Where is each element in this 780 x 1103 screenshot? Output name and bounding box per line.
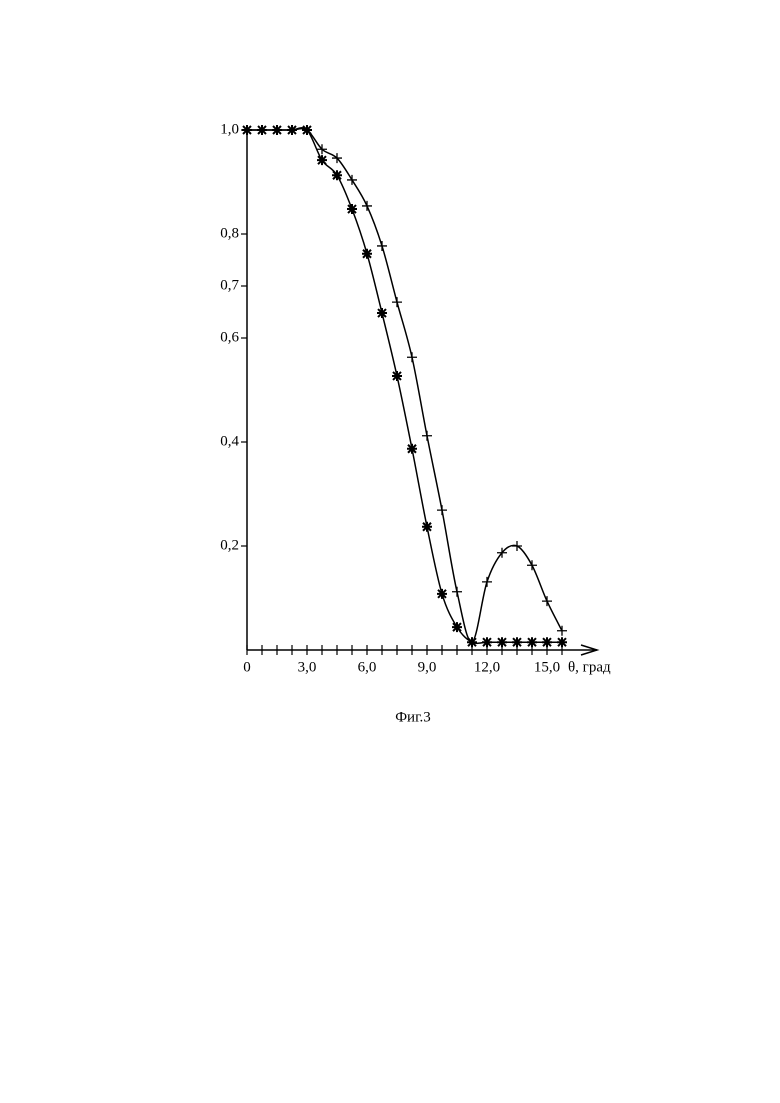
y-tick-label: 0,4 [220, 433, 239, 449]
chart: Фиг.3 θ, град 1,0 0,8 0,7 0,6 0,4 0,2 0 3,0 6,0 9… [0, 0, 780, 1103]
x-tick-label: 0 [243, 659, 251, 675]
x-tick-label: 12,0 [474, 659, 500, 675]
x-axis-label: θ, град [568, 659, 611, 675]
point-marker [512, 637, 522, 647]
x-tick-label: 6,0 [358, 659, 377, 675]
caption: Фиг.3 [395, 709, 431, 725]
y-tick-label: 0,8 [220, 225, 239, 241]
point-marker [362, 249, 372, 259]
y-tick-label: 1,0 [220, 121, 239, 137]
point-marker [407, 444, 417, 454]
point-marker [482, 637, 492, 647]
point-marker [332, 170, 342, 180]
point-marker [437, 589, 447, 599]
x-tick-label: 15,0 [534, 659, 560, 675]
y-tick-label: 0,2 [220, 537, 239, 553]
point-marker [557, 637, 567, 647]
background [0, 0, 780, 1103]
point-marker [452, 622, 462, 632]
y-tick-label: 0,7 [220, 277, 239, 293]
y-tick-label: 0,6 [220, 329, 239, 345]
point-marker [527, 637, 537, 647]
point-marker [497, 637, 507, 647]
point-marker [392, 371, 402, 381]
point-marker [542, 637, 552, 647]
x-tick-label: 3,0 [298, 659, 317, 675]
point-marker [317, 155, 327, 165]
x-tick-label: 9,0 [418, 659, 437, 675]
point-marker [422, 522, 432, 532]
point-marker [347, 204, 357, 214]
point-marker [377, 308, 387, 318]
